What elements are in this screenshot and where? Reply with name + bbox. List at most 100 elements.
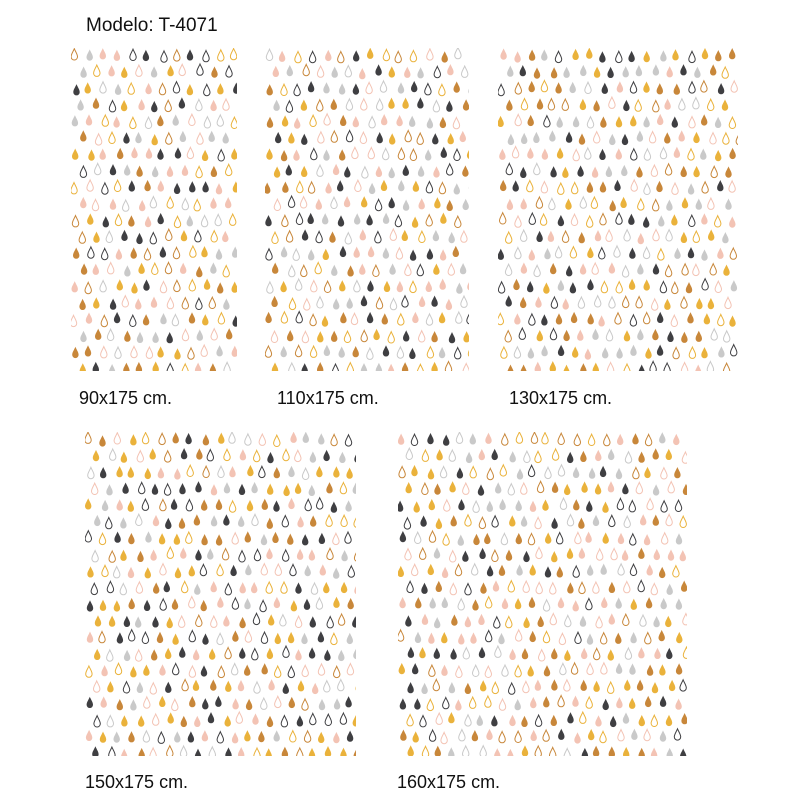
raindrop-mark [239,616,246,629]
raindrop-mark [454,563,463,577]
raindrop-mark [343,329,352,343]
raindrop-mark [718,346,725,358]
raindrop-mark [158,82,167,96]
raindrop-mark [462,646,471,660]
raindrop-mark [664,162,673,176]
raindrop-mark [559,496,568,510]
raindrop-mark [528,312,536,326]
raindrop-mark [484,595,493,609]
raindrop-mark [414,698,421,710]
raindrop-mark [87,245,95,259]
raindrop-mark [225,747,232,756]
raindrop-mark [450,648,457,660]
raindrop-mark [602,532,609,544]
raindrop-mark [642,245,651,260]
raindrop-mark [504,262,513,276]
raindrop-mark [638,647,645,659]
raindrop-mark [331,330,338,342]
raindrop-mark [92,97,100,109]
raindrop-mark [331,362,340,371]
raindrop-mark [586,48,593,59]
raindrop-mark [638,451,645,463]
raindrop-mark [412,311,419,324]
raindrop-mark [470,562,479,576]
raindrop-mark [106,580,115,594]
raindrop-mark [317,631,325,643]
raindrop-mark [388,66,395,78]
raindrop-mark [615,280,623,294]
raindrop-mark [623,330,631,342]
raindrop-mark [593,680,600,692]
raindrop-mark [325,182,332,194]
raindrop-mark [638,714,645,727]
raindrop-mark [251,512,259,527]
raindrop-mark [630,147,638,161]
raindrop-mark [441,566,449,578]
raindrop-mark [206,448,215,462]
raindrop-mark [586,181,594,193]
raindrop-mark [498,312,505,326]
raindrop-mark [359,68,366,80]
raindrop-mark [528,596,536,608]
raindrop-mark [592,130,601,144]
raindrop-mark [458,633,465,645]
raindrop-mark [144,179,151,192]
raindrop-mark [189,181,196,193]
raindrop-mark [593,100,600,112]
raindrop-mark [630,344,637,356]
raindrop-mark [266,647,274,660]
raindrop-mark [447,133,454,145]
raindrop-mark [339,149,346,161]
raindrop-mark [628,50,635,63]
raindrop-mark [108,447,117,461]
raindrop-mark [99,731,107,743]
raindrop-mark [707,297,715,310]
raindrop-mark [464,616,472,628]
raindrop-mark [207,548,214,560]
raindrop-mark [521,715,528,727]
raindrop-mark [558,631,567,646]
raindrop-mark [601,596,608,608]
raindrop-mark [333,698,341,710]
raindrop-mark [375,97,384,111]
raindrop-mark [174,468,181,480]
raindrop-mark [224,715,231,727]
raindrop-mark [163,580,170,593]
raindrop-mark [462,165,469,177]
raindrop-mark [523,616,530,628]
raindrop-pattern [498,48,738,371]
raindrop-mark [687,312,694,324]
raindrop-mark [579,263,587,275]
raindrop-mark [710,327,718,341]
raindrop-mark [215,534,223,546]
raindrop-mark [318,698,326,711]
raindrop-mark [638,547,645,559]
raindrop-mark [440,731,448,745]
raindrop-mark [541,432,549,445]
raindrop-mark [680,361,689,371]
raindrop-mark [99,48,106,60]
raindrop-mark [570,661,579,675]
raindrop-mark [285,99,294,113]
raindrop-mark [143,599,151,611]
model-title: Modelo: T-4071 [86,15,218,36]
raindrop-mark [108,549,116,563]
raindrop-mark [557,181,565,195]
raindrop-mark [438,181,447,195]
raindrop-mark [401,362,409,371]
raindrop-mark [174,348,181,360]
raindrop-mark [86,696,93,708]
raindrop-mark [303,297,311,311]
raindrop-mark [398,565,404,577]
raindrop-mark [416,263,425,277]
raindrop-mark [141,497,150,511]
raindrop-mark [486,565,494,577]
raindrop-mark [399,698,407,710]
raindrop-mark [461,744,470,756]
raindrop-mark [379,79,388,93]
raindrop-mark [637,579,645,593]
raindrop-mark [470,632,477,644]
raindrop-mark [217,664,226,679]
raindrop-mark [208,130,215,142]
raindrop-mark [543,114,551,128]
